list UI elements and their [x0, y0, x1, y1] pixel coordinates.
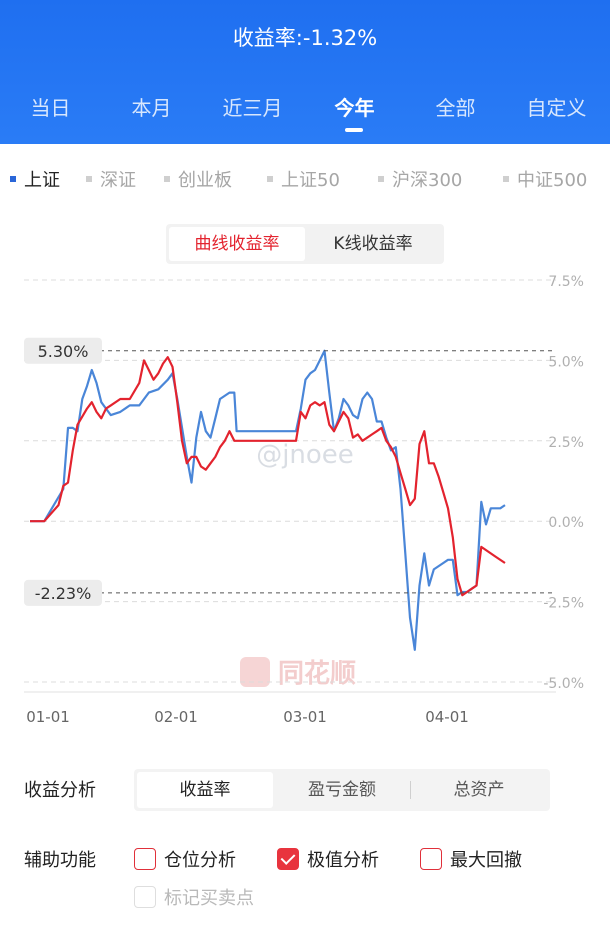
return-chart: @jnoee 同花顺 7.5% 5.0% 2.5% 0.0% -2.5% -5.0% 01…: [24, 274, 584, 726]
y-tick-label: 7.5%: [548, 274, 584, 290]
analysis-label: 收益分析: [24, 780, 96, 801]
y-tick-label: 2.5%: [548, 435, 584, 451]
logo-watermark: 同花顺: [240, 657, 356, 689]
checkbox-label: 最大回撤: [450, 850, 522, 871]
analysis-return-rate-button[interactable]: 收益率: [137, 772, 273, 808]
series-dot-icon: [503, 176, 509, 182]
checkbox-label: 仓位分析: [164, 850, 236, 871]
tab-this-year[interactable]: 今年: [334, 96, 375, 120]
tab-last-three-months[interactable]: 近三月: [222, 96, 283, 120]
max-drawdown-checkbox[interactable]: 最大回撤: [420, 846, 522, 872]
tab-all[interactable]: 全部: [435, 96, 476, 120]
extreme-analysis-checkbox[interactable]: 极值分析: [277, 846, 379, 872]
position-analysis-checkbox[interactable]: 仓位分析: [134, 846, 236, 872]
checkbox-icon: [420, 848, 442, 870]
analysis-segmented-control: 收益率 盈亏金额 总资产: [134, 769, 550, 811]
series-dot-icon: [267, 176, 273, 182]
series-dot-icon: [10, 176, 16, 182]
y-tick-label: -2.5%: [543, 596, 584, 612]
index-label: 深证: [100, 170, 136, 191]
index-chinext[interactable]: 创业板: [164, 166, 232, 192]
index-label: 中证500: [517, 170, 588, 191]
analysis-total-assets-button[interactable]: 总资产: [453, 780, 505, 800]
tab-custom[interactable]: 自定义: [526, 96, 587, 120]
checkbox-icon: [134, 886, 156, 908]
x-tick-label: 01-01: [26, 708, 70, 726]
watermark: @jnoee: [256, 440, 354, 470]
checkbox-checked-icon: [277, 848, 299, 870]
series-dot-icon: [378, 176, 384, 182]
checkbox-label: 标记买卖点: [164, 888, 254, 909]
index-label: 沪深300: [392, 170, 463, 191]
curve-return-button[interactable]: 曲线收益率: [169, 227, 305, 261]
index-csi500[interactable]: 中证500: [503, 166, 587, 192]
y-tick-label: 0.0%: [548, 515, 584, 531]
analysis-profit-loss-button[interactable]: 盈亏金额: [308, 780, 376, 800]
max-extreme-badge: [24, 337, 102, 364]
aux-label: 辅助功能: [24, 850, 96, 871]
logo-icon: [240, 657, 270, 687]
y-tick-label: -5.0%: [543, 676, 584, 692]
x-tick-label: 02-01: [154, 708, 198, 726]
index-label: 创业板: [178, 170, 232, 191]
x-tick-label: 03-01: [283, 708, 327, 726]
index-csi300[interactable]: 沪深300: [378, 166, 462, 192]
mark-trades-checkbox: 标记买卖点: [134, 884, 254, 910]
checkbox-label: 极值分析: [307, 850, 379, 871]
series-dot-icon: [164, 176, 170, 182]
period-tabs: 当日 本月 近三月 今年 全部 自定义: [0, 92, 610, 132]
series-line-0: [30, 349, 506, 651]
return-rate-title: 收益率:-1.32%: [232, 26, 378, 50]
x-tick-label: 04-01: [425, 708, 469, 726]
active-tab-indicator: [345, 128, 363, 132]
index-shenzhen[interactable]: 深证: [86, 166, 136, 192]
series-dot-icon: [86, 176, 92, 182]
index-sse50[interactable]: 上证50: [267, 166, 340, 192]
max-extreme-label: 5.30%: [38, 342, 89, 361]
logo-text: 同花顺: [278, 659, 356, 689]
tab-today[interactable]: 当日: [30, 96, 71, 120]
kline-return-button[interactable]: K线收益率: [333, 234, 413, 254]
header-bar: 收益率:-1.32% 当日 本月 近三月 今年 全部 自定义: [0, 0, 610, 144]
tab-this-month[interactable]: 本月: [131, 96, 172, 120]
min-extreme-badge: [24, 579, 102, 606]
min-extreme-label: -2.23%: [35, 584, 92, 603]
index-label: 上证: [24, 170, 60, 191]
index-label: 上证50: [281, 170, 340, 191]
index-shanghai[interactable]: 上证: [10, 166, 60, 192]
y-tick-label: 5.0%: [548, 354, 584, 370]
index-selector: 上证 深证 创业板 上证50 沪深300 中证500: [0, 166, 610, 194]
segment-divider: [410, 781, 411, 799]
checkbox-icon: [134, 848, 156, 870]
series-line-1: [30, 356, 506, 597]
chart-mode-toggle: 曲线收益率 K线收益率: [166, 224, 444, 264]
